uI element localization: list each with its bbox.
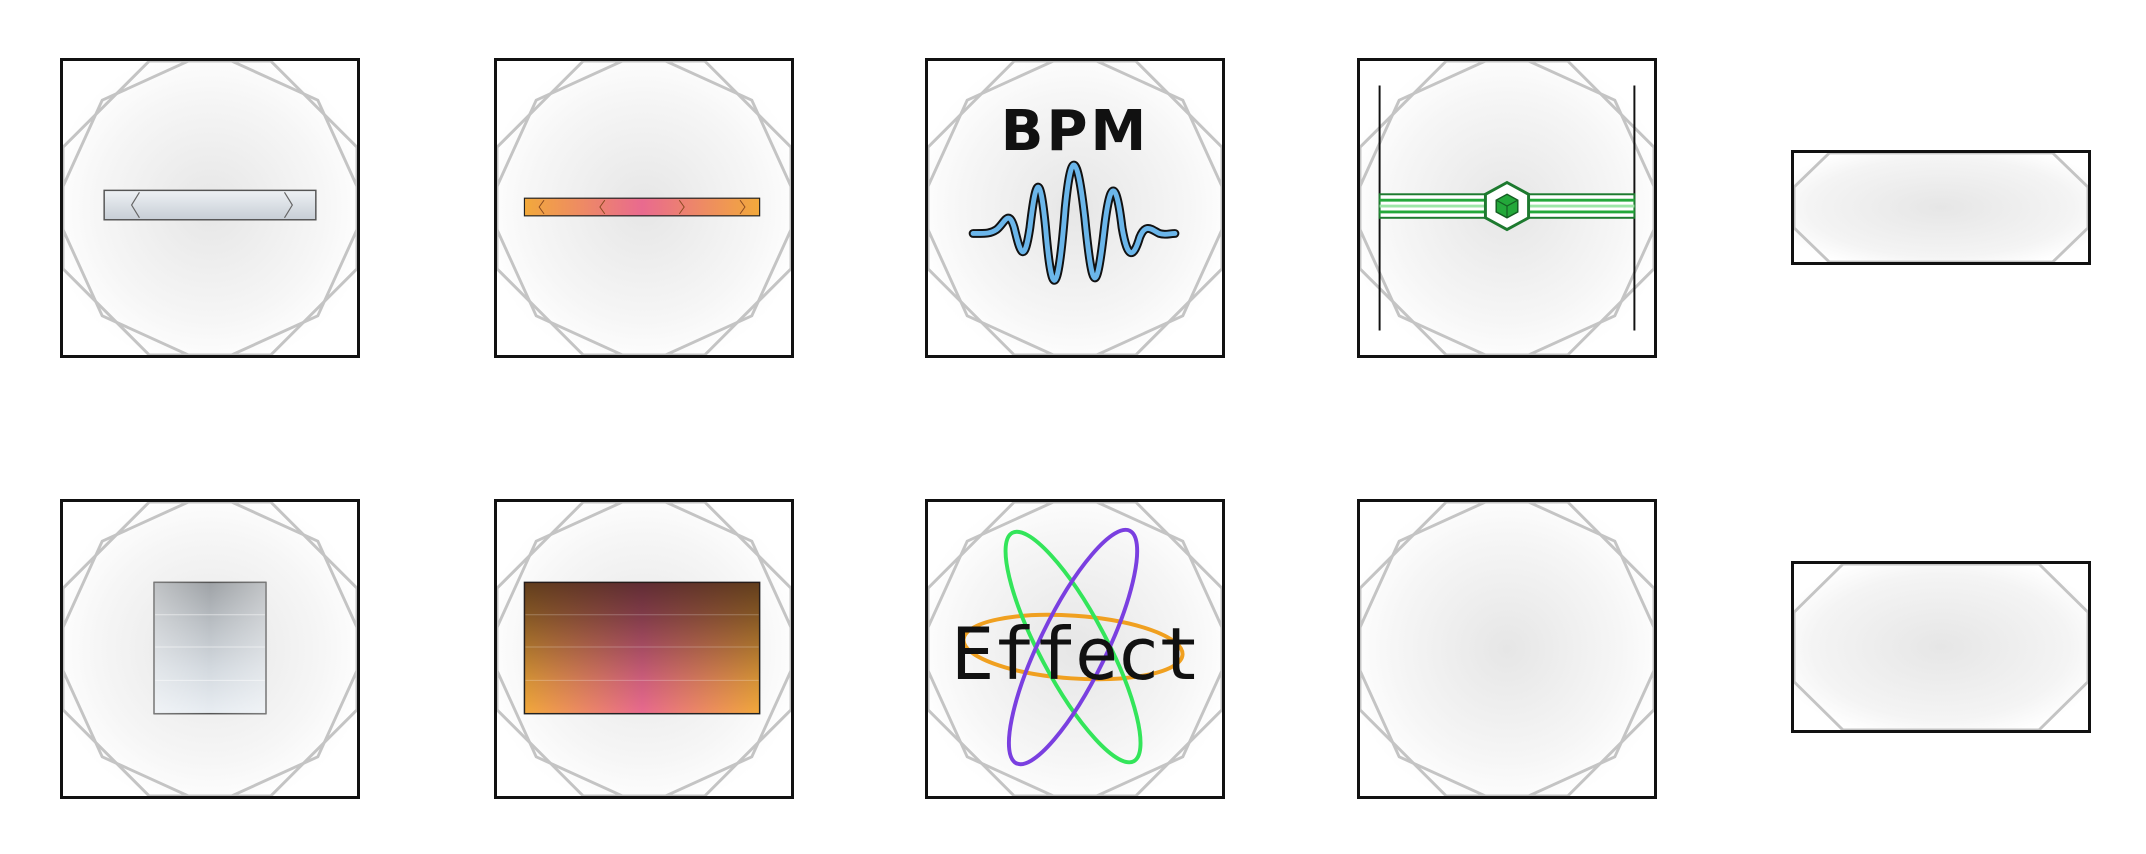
slider-silver-icon xyxy=(103,189,317,221)
octagon-background xyxy=(928,61,1222,355)
slider-silver-tile[interactable] xyxy=(60,58,360,358)
blank-square-panel[interactable] xyxy=(1357,499,1657,799)
gradient-block-tile[interactable] xyxy=(494,499,794,799)
octagon-background xyxy=(928,502,1222,796)
octagon-background xyxy=(1794,564,2088,730)
slider-gradient-tile[interactable] xyxy=(494,58,794,358)
effect-tile[interactable]: Effect xyxy=(925,499,1225,799)
bpm-tile[interactable]: BPM xyxy=(925,58,1225,358)
slider-gradient-icon xyxy=(523,197,761,217)
bpm-waveform-icon xyxy=(968,160,1180,285)
blank-wide-panel[interactable] xyxy=(1791,150,2091,265)
effect-label: Effect xyxy=(950,612,1201,696)
blank-wide-panel-2[interactable] xyxy=(1791,561,2091,733)
crossfader-green-icon xyxy=(1378,85,1636,331)
fader-silver-tile[interactable] xyxy=(60,499,360,799)
octagon-background xyxy=(1794,153,2088,262)
crossfader-tile[interactable] xyxy=(1357,58,1657,358)
fader-silver-icon xyxy=(153,581,267,715)
octagon-background xyxy=(1360,502,1654,796)
gradient-block-icon xyxy=(523,581,761,715)
effect-orbit-icon xyxy=(961,527,1185,767)
bpm-label: BPM xyxy=(1000,99,1150,164)
